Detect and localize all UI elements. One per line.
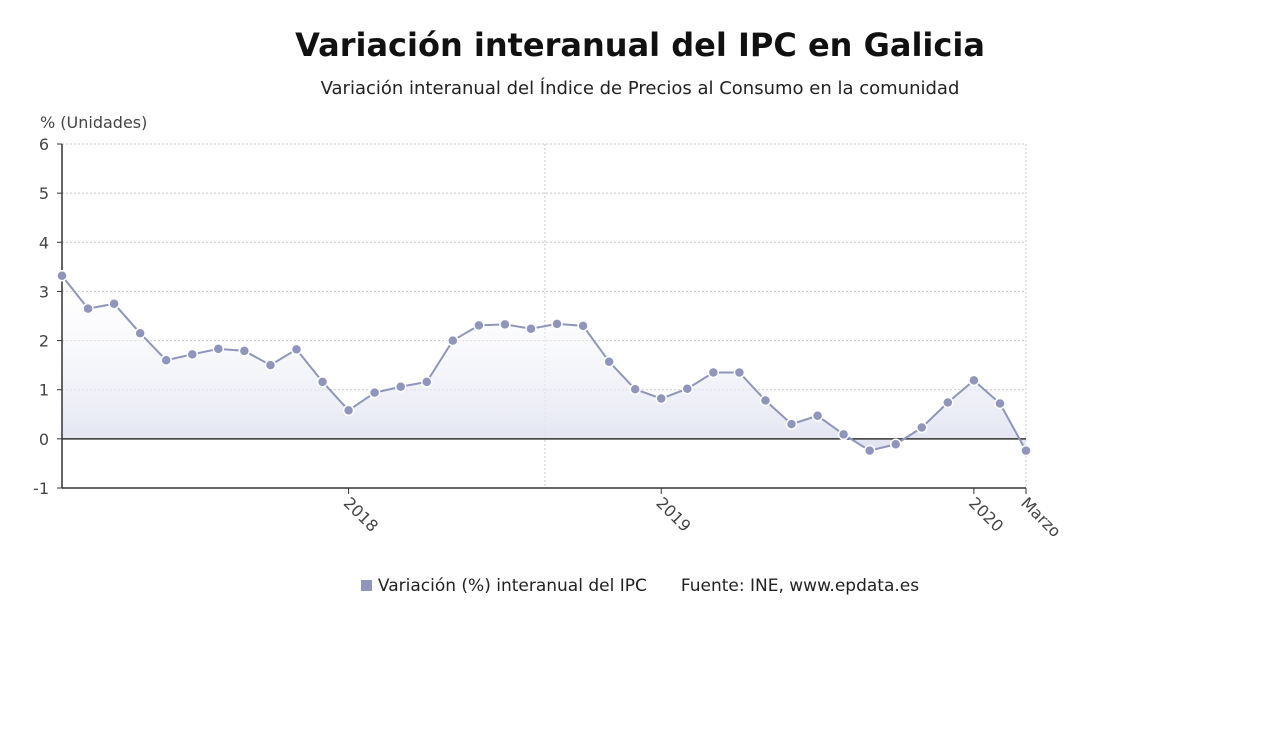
data-point — [629, 383, 641, 395]
legend: Variación (%) interanual del IPC Fuente: … — [0, 576, 1280, 596]
x-tick-label: 2019 — [652, 493, 694, 535]
data-point — [56, 269, 68, 282]
source-note: Fuente: INE, www.epdata.es — [680, 576, 920, 596]
data-point — [889, 438, 902, 451]
x-tick-label: 2018 — [340, 493, 382, 535]
y-tick-label: 5 — [39, 184, 49, 203]
data-point — [733, 366, 746, 379]
y-tick-label: -1 — [33, 479, 49, 498]
data-point — [916, 421, 928, 434]
data-point — [499, 318, 511, 331]
data-point — [264, 359, 277, 371]
data-point — [785, 418, 798, 430]
data-point — [134, 327, 146, 339]
x-tick-label: 2020 — [965, 493, 1007, 535]
data-point — [1020, 444, 1032, 457]
y-tick-label: 3 — [39, 282, 49, 301]
data-point — [577, 320, 589, 332]
legend-series-label: Variación (%) interanual del IPC — [377, 576, 647, 596]
data-point — [603, 355, 615, 368]
chart-subtitle: Variación interanual del Índice de Preci… — [320, 78, 960, 99]
data-point — [525, 323, 537, 335]
data-point — [837, 428, 850, 441]
series-area — [62, 275, 1026, 451]
data-point — [238, 345, 251, 357]
line-chart: 6 5 4 3 2 1 0 -1 % (Unidades) 2018 2019 2020 Marzo — [33, 113, 1065, 541]
y-tick-label: 6 — [39, 135, 49, 154]
y-axis-title: % (Unidades) — [40, 113, 147, 132]
y-tick-label: 0 — [39, 430, 49, 449]
data-point — [108, 297, 120, 310]
data-point — [316, 376, 329, 388]
x-tick-label: Marzo — [1017, 493, 1065, 541]
data-point — [421, 376, 433, 388]
data-point — [368, 386, 381, 399]
data-point — [994, 397, 1006, 410]
data-point — [942, 396, 954, 409]
data-point — [968, 374, 980, 387]
data-point — [681, 382, 694, 395]
data-point — [707, 366, 720, 379]
y-tick-label: 1 — [39, 381, 49, 400]
y-tick-label: 2 — [39, 332, 49, 351]
data-point — [655, 392, 667, 405]
data-point — [473, 319, 485, 332]
data-point — [290, 343, 303, 356]
data-point — [212, 343, 225, 355]
data-point — [811, 410, 824, 422]
data-point — [160, 354, 172, 366]
data-point — [863, 444, 876, 457]
y-tick-label: 4 — [39, 233, 49, 252]
chart-title: Variación interanual del IPC en Galicia — [295, 26, 985, 64]
data-point — [447, 334, 459, 347]
data-point — [186, 348, 199, 361]
data-point — [82, 302, 94, 315]
data-point — [551, 318, 563, 330]
legend-swatch — [360, 580, 372, 591]
data-point — [342, 404, 355, 417]
data-point — [759, 394, 772, 407]
data-point — [394, 381, 407, 393]
